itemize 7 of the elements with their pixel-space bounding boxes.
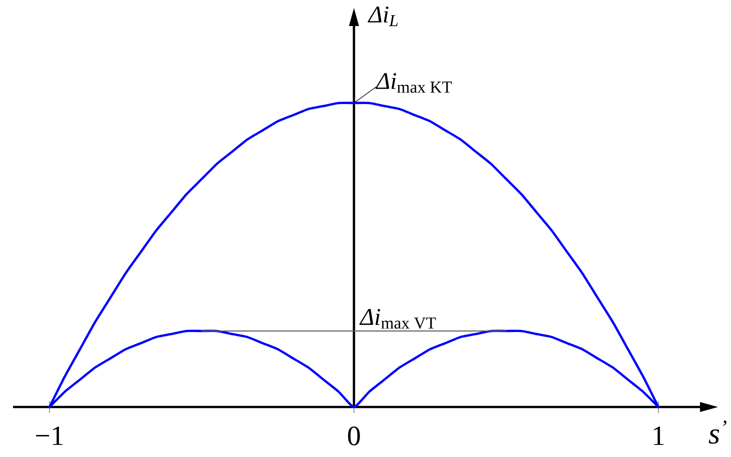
annotation: $\textit{Δi}_{\textrm{max KT}}$: [375, 73, 452, 93]
x-tick-label: −1: [36, 426, 63, 445]
y-axis-title: Δi$_{L}$: [368, 6, 398, 26]
x-axis-title: s$^{’}$: [708, 420, 726, 444]
x-tick-label: 0: [348, 426, 360, 446]
annotation: $\textit{Δi}_{\textrm{max VT}}$: [359, 309, 436, 329]
x-tick-label: 1: [654, 426, 664, 445]
